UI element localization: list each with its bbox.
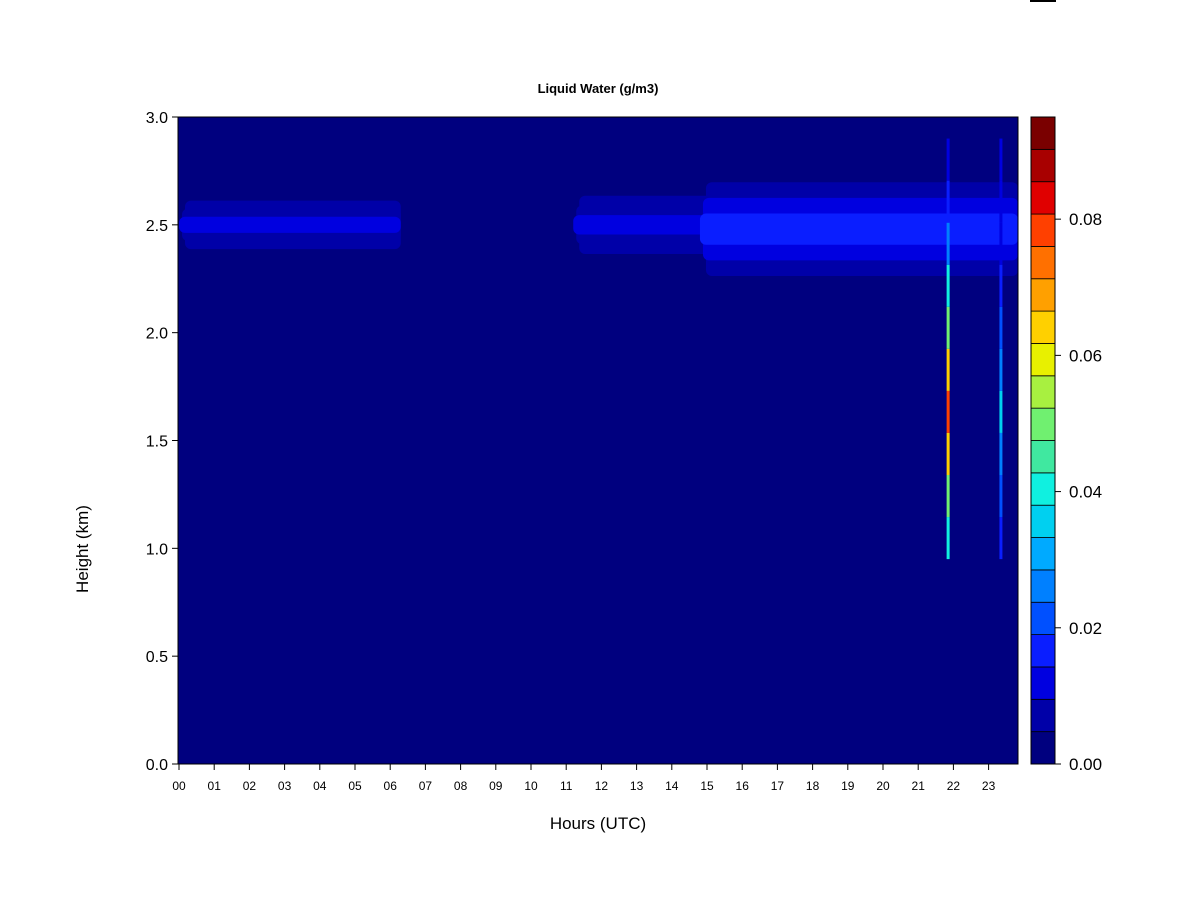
y-tick-label: 1.0 xyxy=(146,541,168,558)
x-tick-label: 04 xyxy=(313,779,327,793)
x-tick-label: 02 xyxy=(243,779,257,793)
colorbar-frame xyxy=(1030,116,1056,765)
spike-segment xyxy=(946,306,950,349)
spike-segment xyxy=(946,180,950,223)
x-tick-label: 15 xyxy=(700,779,714,793)
x-tick-label: 14 xyxy=(665,779,679,793)
colorbar-swatch xyxy=(1030,213,1056,247)
plot-area xyxy=(177,116,1019,765)
x-axis-label: Hours (UTC) xyxy=(550,814,646,833)
spike xyxy=(946,138,950,560)
x-tick-label: 19 xyxy=(841,779,855,793)
corner-mark xyxy=(1030,0,1056,2)
cloud-layer-band xyxy=(179,216,401,233)
y-tick-label: 3.0 xyxy=(146,110,168,127)
y-axis-label: Height (km) xyxy=(73,505,92,593)
colorbar: 0.00 0.02 0.04 0.06 0.08 xyxy=(1030,116,1102,774)
x-tick-label: 09 xyxy=(489,779,503,793)
y-tick-label: 2.5 xyxy=(146,218,168,235)
spike-segment xyxy=(999,475,1003,518)
y-tick-label: 2.0 xyxy=(146,326,168,343)
colorbar-swatch xyxy=(1030,472,1056,506)
x-tick-label: 17 xyxy=(771,779,785,793)
x-tick-label: 11 xyxy=(560,779,573,793)
colorbar-swatch xyxy=(1030,116,1056,150)
spike-segment xyxy=(999,306,1003,349)
spike-segment xyxy=(999,138,1003,181)
colorbar-tick-label: 0.04 xyxy=(1069,483,1102,502)
colorbar-swatch xyxy=(1030,698,1056,733)
colorbar-swatch xyxy=(1030,375,1056,409)
x-tick-label: 21 xyxy=(912,779,926,793)
y-tick-label: 0.5 xyxy=(146,649,168,666)
x-tick-label: 13 xyxy=(630,779,644,793)
spike-segment xyxy=(946,138,950,181)
colorbar-swatch xyxy=(1030,634,1056,668)
x-tick-label: 12 xyxy=(595,779,609,793)
spike-segment xyxy=(946,475,950,518)
colorbar-swatch xyxy=(1030,278,1056,312)
x-tick-label: 01 xyxy=(208,779,222,793)
x-tick-label: 05 xyxy=(348,779,362,793)
spike xyxy=(999,138,1003,560)
y-tick-label: 1.5 xyxy=(146,434,168,451)
colorbar-swatch xyxy=(1030,601,1056,635)
spike-segment xyxy=(999,432,1003,476)
colorbar-swatch xyxy=(1030,343,1056,377)
colorbar-tick-label: 0.06 xyxy=(1069,346,1102,365)
colorbar-swatch xyxy=(1030,537,1056,571)
x-tick-label: 18 xyxy=(806,779,820,793)
spike-segment xyxy=(999,517,1003,560)
x-tick-label: 23 xyxy=(982,779,996,793)
spike-segment xyxy=(999,348,1003,391)
x-tick-label: 20 xyxy=(876,779,890,793)
colorbar-swatch xyxy=(1030,181,1056,215)
cloud-layer xyxy=(179,200,401,250)
spike-segment xyxy=(999,180,1003,223)
x-tick-label: 10 xyxy=(524,779,538,793)
cloud-layer xyxy=(699,182,1018,277)
colorbar-swatch xyxy=(1030,148,1056,183)
y-tick-label: 0.0 xyxy=(146,757,168,774)
spike-segment xyxy=(946,348,950,391)
spike-segment xyxy=(999,222,1003,265)
colorbar-swatch xyxy=(1030,310,1056,344)
chart-title: Liquid Water (g/m3) xyxy=(538,81,659,96)
colorbar-swatch xyxy=(1030,440,1056,474)
spike-segment xyxy=(946,222,950,265)
spike-segment xyxy=(946,264,950,307)
x-tick-label: 22 xyxy=(947,779,961,793)
x-axis: 00 01 02 03 04 05 06 07 08 09 10 11 12 13 14 15 16 17 18 19… xyxy=(172,764,996,793)
colorbar-swatch xyxy=(1030,731,1056,765)
colorbar-tick-label: 0.00 xyxy=(1069,755,1102,774)
x-tick-label: 03 xyxy=(278,779,292,793)
spike-segment xyxy=(999,390,1003,433)
colorbar-swatch xyxy=(1030,245,1056,280)
x-tick-label: 07 xyxy=(419,779,433,793)
y-axis: 0.0 0.5 1.0 1.5 2.0 2.5 3.0 xyxy=(146,110,178,774)
x-tick-label: 06 xyxy=(384,779,398,793)
x-tick-label: 16 xyxy=(736,779,750,793)
x-tick-label: 00 xyxy=(172,779,186,793)
spike-segment xyxy=(946,432,950,476)
spike-segment xyxy=(999,264,1003,307)
cloud-layer-band xyxy=(699,213,1018,245)
colorbar-tick-label: 0.02 xyxy=(1069,619,1102,638)
colorbar-swatch xyxy=(1030,569,1056,603)
colorbar-swatch xyxy=(1030,504,1056,538)
colorbar-tick-label: 0.08 xyxy=(1069,210,1102,229)
spike-segment xyxy=(946,390,950,433)
spike-segment xyxy=(946,517,950,560)
colorbar-swatch xyxy=(1030,666,1056,700)
colorbar-swatch xyxy=(1030,407,1056,441)
x-tick-label: 08 xyxy=(454,779,468,793)
